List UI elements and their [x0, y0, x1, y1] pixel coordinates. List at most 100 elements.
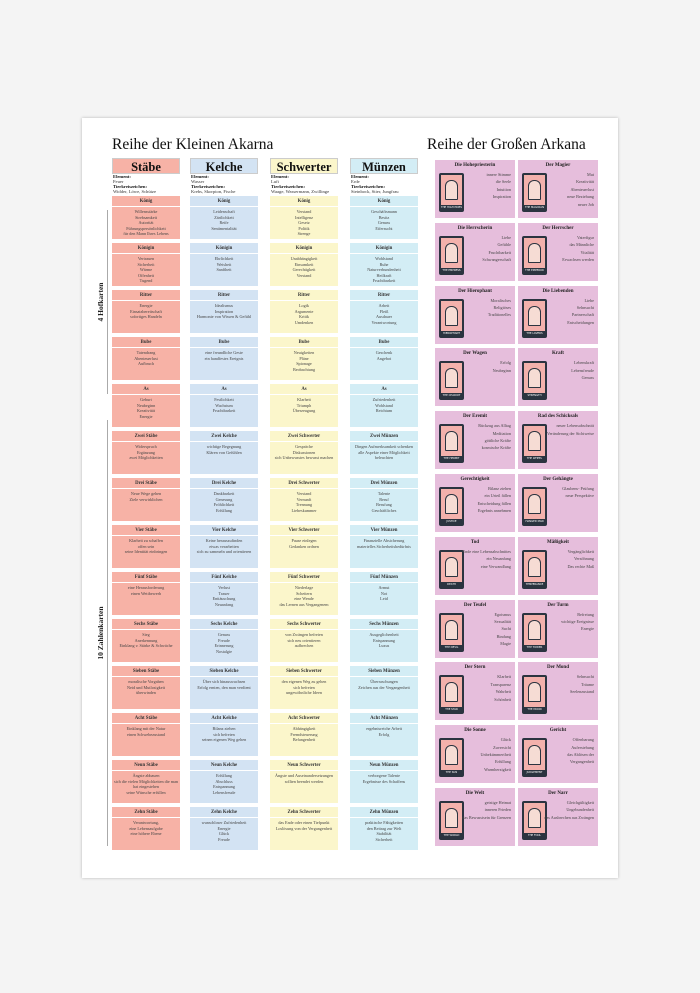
tarot-card-image: THE DEVIL [439, 612, 464, 652]
meaning-line: Einsamkeit [294, 261, 314, 267]
meaning-line: Intuition [496, 186, 511, 192]
card-block: Sechs Stäbe Sieg Anerkennung Einklang v. St… [112, 619, 180, 664]
meaning-line: Ängste und Auseinandersetzungen sollten … [275, 773, 333, 784]
meaning-line: Erfolg [500, 360, 511, 366]
meaning-line: Verstand [296, 491, 312, 496]
card-meanings: ergebnisreiche Arbeit Erfolg [350, 724, 418, 756]
meaning-line: Bilanz ziehen [212, 726, 236, 731]
card-title: Königin [350, 243, 418, 254]
major-card-panel: Die Hohepriesterin THE HIGH PRIESTESS inne… [435, 160, 515, 218]
meaning-line: Offenheit [138, 272, 154, 278]
card-illustration [528, 431, 541, 452]
card-meanings: Geburt Neubeginn Kreativität Energie [112, 395, 180, 427]
meaning-line: wichtige Begegnung [206, 444, 242, 449]
major-card-panel: Rad des Schicksals THE WHEEL neuer Lebensa… [518, 411, 598, 470]
tarot-card-image: THE HERMIT [439, 424, 464, 464]
meaning-line: Sexualität [494, 619, 511, 624]
card-block: Neun Stäbe Ängste abbauen sich die vielen … [112, 760, 180, 805]
card-block: Acht Stäbe Einklang mit der Natur einen Sc… [112, 713, 180, 758]
meaning-line: Ziele verwirklichen [129, 496, 163, 502]
card-meanings: Zufriedenheit Wohlstand Reichtum [350, 395, 418, 427]
meaning-line: Not [380, 590, 388, 596]
meaning-line: Fleiß [379, 308, 389, 314]
card-block: Königin Vertrauen Sicherheit Wärme Offenheit… [112, 243, 180, 288]
meaning-line: Wahrheit [495, 689, 511, 695]
major-card-meanings: Befreiung wichtige Ereignisse Energie [544, 611, 594, 633]
major-card-title: Der Mond [547, 665, 569, 671]
major-card-panel: Der Magier THE MAGICIAN Mut Kreativität Aben… [518, 160, 598, 218]
meaning-line: ein handfestes Ereignis [204, 355, 244, 361]
card-meanings: Dingen Aufmerksamkeit schenken alle Aspek… [350, 442, 418, 474]
tarot-card-image: THE SUN [439, 738, 464, 778]
meaning-line: Einsatzbereitschaft [130, 308, 162, 314]
major-card-meanings: Klarheit Transparenz Wahrheit Schönheit [461, 673, 511, 703]
meaning-line: Ergebnis annehmen [477, 508, 511, 514]
card-title: König [112, 196, 180, 207]
meaning-line: Fruchtbarkeit [212, 408, 236, 414]
card-image-label: THE HERMIT [441, 456, 462, 462]
meaning-line: Geschäftsmann [371, 209, 397, 214]
meaning-line: Reichtum [375, 408, 393, 414]
major-card-panel: Die Liebenden THE LOVERS Liebe Sehnsucht Par… [518, 285, 598, 344]
meaning-line: eine Verwandlung [480, 563, 511, 569]
meaning-line: Sentimentalität [211, 225, 237, 231]
meaning-line: Führungspersönlichkeit [126, 225, 166, 231]
card-illustration [445, 242, 458, 263]
suit-header: Münzen [350, 158, 418, 174]
meaning-line: Sicherheit [375, 836, 393, 842]
card-title: Vier Kelche [190, 525, 258, 536]
meaning-line: Kreativität [137, 408, 155, 414]
card-title: Bube [112, 337, 180, 348]
meaning-line: Politik [298, 225, 310, 231]
card-illustration [528, 180, 541, 200]
card-meanings: Willensstärke Strebsamkeit Autorität Führun… [112, 207, 180, 239]
card-block: Königin Ehrlichkeit Weisheit Sanftheit [190, 243, 258, 288]
meaning-line: sich neu orientieren [287, 637, 321, 643]
major-card-panel: Der Narr THE FOOL Gleichgültigkeit Ungebund… [518, 788, 598, 846]
major-card-meanings: Bilanz ziehen ein Urteil fällen Entscheidu… [461, 485, 511, 515]
meaning-line: Erfolg [378, 731, 390, 737]
meaning-line: das Ablösen der Vergangenheit [567, 752, 594, 765]
card-title: Zehn Schwerter [270, 807, 338, 818]
meaning-line: Ende eine Lebensabschnittes [462, 548, 511, 554]
card-block: Vier Schwerter Pause einlegen Gedanken ord… [270, 525, 338, 570]
meaning-line: Erfolg ernten, den man verdient [197, 684, 251, 690]
meaning-line: Verlust [218, 585, 230, 590]
card-meanings: Keine herauszufinden etwas verarbeiten sic… [190, 536, 258, 568]
card-illustration [528, 494, 541, 514]
card-image-label: THE MAGICIAN [524, 205, 545, 210]
meaning-line: Spionage [296, 361, 312, 367]
card-meanings: eine Herausforderung einen Wettbewerb [112, 583, 180, 615]
meaning-line: Wohlstand [375, 402, 393, 408]
meaning-line: sich Unbewusstes bewusst machen [274, 455, 334, 461]
court-cards-bracket: 4 Hofkarten [92, 210, 112, 394]
meaning-line: Wärme [139, 267, 153, 273]
meaning-line: Versöhnung [573, 556, 594, 562]
meaning-line: Neue Wege gehen [130, 491, 162, 496]
major-card-meanings: innere Stimme die Seele Intuition Inspirati… [461, 171, 511, 201]
meaning-line: Schwangerschaft [482, 257, 511, 263]
meaning-line: Fruchtbarkeit [372, 278, 396, 284]
major-card-meanings: Liebe Sehnsucht Partnerschaft Entscheidunge… [544, 297, 594, 327]
meaning-line: Intelligenz [295, 214, 313, 220]
card-title: Acht Münzen [350, 713, 418, 724]
meaning-line: wunschloser Zufriedenheit [201, 820, 247, 825]
meaning-line: Argumente [294, 308, 314, 314]
meaning-line: Abhängigkeit [292, 726, 316, 731]
meaning-line: Neuigkeiten [293, 350, 315, 355]
major-card-panel: Der Teufel THE DEVIL Egoismus Sexualität Suc… [435, 599, 515, 658]
meaning-line: eine Herausforderung [127, 585, 165, 590]
major-card-title: Gerechtigkeit [460, 477, 490, 482]
tarot-card-image: THE TOWER [522, 612, 547, 652]
card-block: Fünf Kelche Verlust Trauer Enttäuschung Neua… [190, 572, 258, 617]
meaning-line: Genuss [217, 632, 231, 637]
card-meanings: Wohlstand Ruhe Naturverbundenheit Heilkraft… [350, 254, 418, 286]
meaning-line: die Seele [495, 179, 511, 185]
card-illustration [528, 745, 541, 766]
meaning-line: Einklang v. Stärke & Schwäche [119, 643, 173, 649]
meaning-line: sich befreien [213, 731, 235, 737]
card-image-label: THE EMPRESS [441, 267, 462, 273]
meaning-line: Energie [139, 303, 153, 308]
tarot-card-image: THE FOOL [522, 801, 547, 840]
major-card-panel: Gericht JUDGEMENT Offenbarung Auferstehung d… [518, 725, 598, 784]
